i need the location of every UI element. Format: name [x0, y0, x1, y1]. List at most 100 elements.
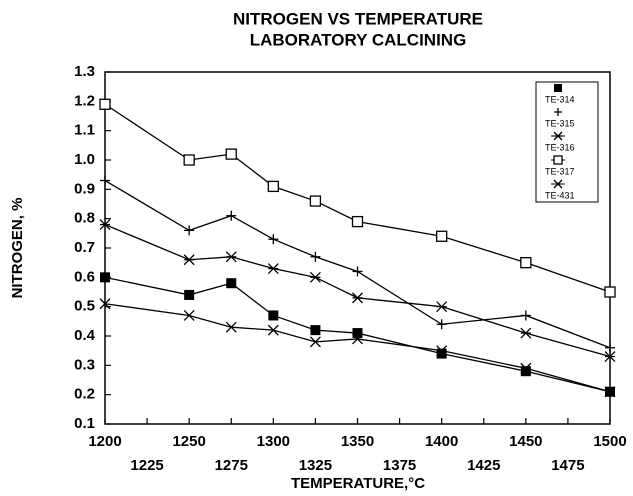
marker-body: [352, 328, 363, 339]
legend: TE-314 TE-315 TE-316 TE-317 TE-431: [535, 81, 599, 203]
marker: [309, 195, 322, 207]
marker-body: [436, 230, 448, 242]
legend-label: TE-431: [545, 190, 575, 200]
marker: [436, 230, 448, 242]
marker: [225, 251, 237, 263]
chart-subtitle: LABORATORY CALCINING: [250, 30, 467, 49]
marker-stroke: [436, 345, 448, 357]
marker-stroke: [309, 336, 321, 348]
marker: [436, 348, 447, 359]
marker: [267, 180, 279, 193]
marker-stroke: [267, 263, 279, 274]
marker: [604, 386, 616, 398]
marker: [310, 325, 321, 336]
marker-body: [351, 215, 364, 228]
marker: [184, 225, 195, 236]
legend-label: TE-317: [545, 166, 575, 176]
marker: [100, 175, 110, 186]
legend-marker: [553, 179, 563, 189]
marker: [352, 292, 363, 304]
chart-title: NITROGEN VS TEMPERATURE: [233, 9, 483, 28]
x-tick-label: 1275: [215, 457, 248, 474]
marker-body: [520, 366, 531, 377]
marker: [352, 266, 363, 277]
marker: [351, 215, 364, 228]
y-tick-label: 0.7: [74, 239, 95, 256]
x-tick-label: 1475: [551, 457, 584, 474]
x-tick-label: 1350: [341, 433, 374, 450]
y-tick-label: 1.2: [74, 92, 95, 109]
x-tick-label: 1375: [383, 457, 416, 474]
x-tick-label: 1325: [299, 457, 332, 474]
marker-stroke: [553, 131, 563, 141]
x-tick-label: 1250: [172, 433, 205, 450]
legend-label: TE-314: [545, 94, 575, 104]
marker: [604, 351, 616, 362]
marker: [309, 336, 321, 348]
marker-stroke: [604, 351, 616, 362]
y-tick-label: 1.0: [74, 151, 95, 168]
y-tick-label: 0.8: [74, 210, 95, 227]
x-tick-label: 1500: [593, 433, 626, 450]
marker-body: [184, 289, 195, 300]
marker: [309, 271, 321, 283]
legend-label: TE-316: [545, 142, 575, 152]
x-tick-label: 1200: [88, 433, 121, 450]
marker-stroke: [520, 362, 532, 374]
marker: [520, 310, 531, 321]
marker: [225, 148, 237, 160]
marker-body: [309, 195, 322, 207]
marker-stroke: [99, 219, 111, 230]
marker-stroke: [520, 327, 532, 339]
series-line: [104, 179, 611, 349]
marker: [183, 254, 195, 266]
x-tick-label: 1225: [130, 457, 163, 474]
marker-body: [225, 148, 237, 160]
y-tick-label: 1.3: [74, 63, 95, 80]
marker: [100, 272, 110, 283]
marker-stroke: [352, 333, 363, 345]
marker-body: [553, 155, 563, 165]
x-axis-label: TEMPERATURE,°C: [291, 475, 425, 492]
marker-body: [99, 98, 111, 110]
marker-stroke: [436, 301, 448, 313]
legend-marker: [553, 131, 563, 141]
legend-marker: [553, 155, 563, 165]
y-tick-label: 0.3: [74, 356, 95, 373]
marker-body: [436, 348, 447, 359]
marker: [184, 289, 195, 300]
marker-stroke: [604, 386, 616, 398]
marker-body: [520, 257, 532, 269]
marker: [183, 154, 195, 166]
marker: [268, 310, 279, 321]
marker-stroke: [99, 298, 111, 310]
y-tick-label: 0.2: [74, 386, 95, 403]
marker: [268, 234, 279, 245]
series-line: [104, 103, 611, 293]
y-tick-label: 0.6: [74, 268, 95, 285]
legend-box: [535, 81, 599, 203]
x-tick-label: 1450: [509, 433, 542, 450]
y-tick-label: 0.5: [74, 298, 95, 315]
marker-body: [267, 180, 279, 193]
marker-stroke: [225, 251, 237, 263]
y-tick-label: 0.9: [74, 180, 95, 197]
marker: [352, 333, 363, 345]
marker: [226, 210, 237, 221]
marker: [520, 327, 532, 339]
marker: [520, 257, 532, 269]
marker-stroke: [183, 310, 195, 321]
marker-body: [226, 278, 237, 289]
marker-stroke: [267, 324, 279, 336]
marker: [520, 366, 531, 377]
marker-body: [268, 310, 279, 321]
marker-stroke: [225, 321, 237, 333]
marker: [520, 362, 532, 374]
x-tick-label: 1300: [257, 433, 290, 450]
marker-body: [183, 154, 195, 166]
series-line: [104, 303, 611, 393]
x-tick-label: 1400: [425, 433, 458, 450]
marker: [352, 328, 363, 339]
legend-label: TE-315: [545, 118, 575, 128]
